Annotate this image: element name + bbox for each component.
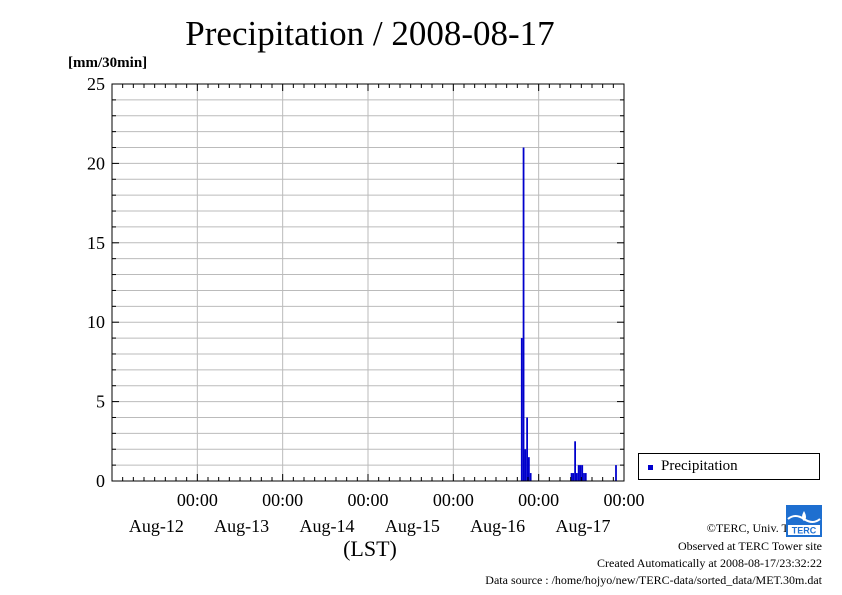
precipitation-bar: [574, 441, 576, 481]
precipitation-bar: [524, 449, 527, 481]
y-tick-label: 20: [87, 153, 105, 173]
precipitation-bar: [583, 473, 585, 481]
x-tick-date-label: Aug-17: [556, 516, 611, 536]
source-text: Data source : /home/hojyo/new/TERC-data/…: [485, 573, 822, 587]
x-tick-date-label: Aug-13: [214, 516, 269, 536]
x-tick-time-label: 00:00: [603, 490, 644, 510]
precipitation-bar: [615, 465, 617, 481]
y-tick-label: 0: [96, 471, 105, 491]
precipitation-bar: [581, 465, 584, 481]
site-text: Observed at TERC Tower site: [677, 539, 822, 553]
precipitation-bar: [528, 457, 530, 481]
precipitation-bar: [520, 338, 523, 481]
x-axis-label: (LST): [343, 536, 397, 561]
precipitation-bar: [572, 473, 575, 481]
legend-label: Precipitation: [661, 458, 738, 474]
precipitation-bar: [570, 473, 573, 481]
terc-logo: TERC: [786, 505, 822, 537]
y-tick-label: 15: [87, 233, 105, 253]
x-tick-time-label: 00:00: [347, 490, 388, 510]
x-tick-time-label: 00:00: [262, 490, 303, 510]
x-tick-date-label: Aug-15: [385, 516, 440, 536]
x-tick-date-label: Aug-16: [470, 516, 525, 536]
x-tick-date-label: Aug-14: [300, 516, 355, 536]
logo-text: TERC: [792, 526, 817, 536]
x-tick-time-label: 00:00: [518, 490, 559, 510]
y-tick-label: 25: [87, 74, 105, 94]
legend: Precipitation: [638, 453, 820, 480]
precipitation-bar: [577, 465, 580, 481]
precipitation-bar: [576, 473, 578, 481]
created-text: Created Automatically at 2008-08-17/23:3…: [597, 556, 822, 570]
precipitation-bar: [579, 465, 582, 481]
precipitation-bar: [522, 147, 525, 481]
x-tick-date-label: Aug-12: [129, 516, 184, 536]
legend-swatch: [648, 465, 653, 470]
precipitation-bar: [529, 473, 532, 481]
chart-title: Precipitation / 2008-08-17: [185, 14, 555, 53]
precipitation-bar: [526, 417, 528, 481]
precipitation-bar: [584, 473, 587, 481]
y-tick-label: 10: [87, 312, 105, 332]
y-axis-unit-label: [mm/30min]: [68, 55, 148, 71]
x-tick-time-label: 00:00: [433, 490, 474, 510]
x-tick-time-label: 00:00: [177, 490, 218, 510]
y-tick-label: 5: [96, 392, 105, 412]
